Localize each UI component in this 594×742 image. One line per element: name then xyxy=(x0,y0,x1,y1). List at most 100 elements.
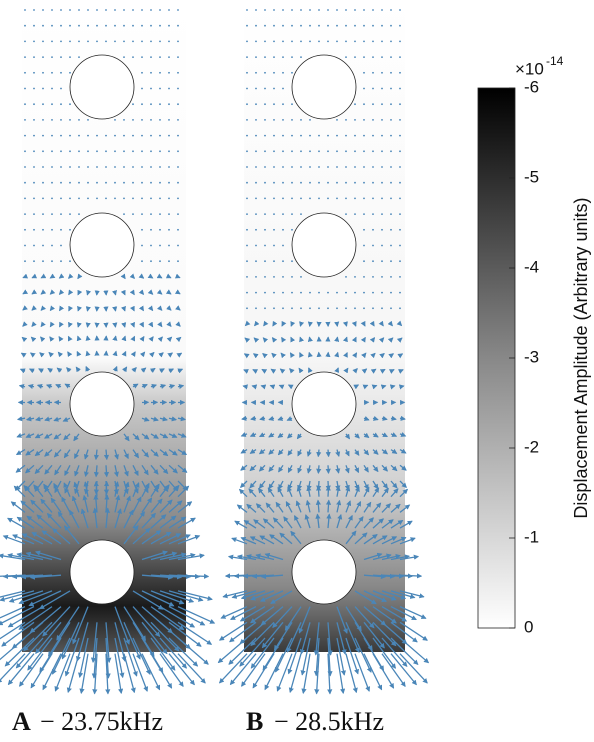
field-arrow xyxy=(123,606,147,642)
field-arrow xyxy=(297,449,303,457)
field-arrow xyxy=(399,480,407,489)
field-dot xyxy=(141,150,143,153)
field-dot xyxy=(141,56,143,58)
field-dot xyxy=(105,166,107,168)
field-dot xyxy=(255,119,257,121)
field-arrow xyxy=(287,637,302,675)
field-dot xyxy=(390,213,392,216)
field-dot xyxy=(318,197,320,200)
field-arrow xyxy=(399,415,406,421)
field-arrow xyxy=(61,622,80,660)
field-arrow xyxy=(252,369,259,374)
field-dot xyxy=(336,307,338,310)
field-dot xyxy=(300,119,302,121)
field-dot xyxy=(60,150,62,153)
field-dot xyxy=(255,103,257,106)
field-arrow xyxy=(372,535,388,545)
field-dot xyxy=(363,307,365,310)
field-dot xyxy=(150,40,152,43)
field-dot xyxy=(246,56,248,58)
field-dot xyxy=(291,24,293,27)
field-dot xyxy=(141,166,143,168)
field-arrow xyxy=(363,486,370,498)
field-dot xyxy=(399,213,401,216)
field-arrow xyxy=(372,487,380,498)
field-dot xyxy=(114,181,116,184)
field-arrow xyxy=(168,449,178,456)
field-dot xyxy=(69,56,71,58)
field-arrow xyxy=(44,433,53,439)
field-arrow xyxy=(114,494,121,513)
field-arrow xyxy=(58,335,64,342)
field-dot xyxy=(150,213,152,216)
field-arrow xyxy=(372,553,392,561)
field-dot xyxy=(42,166,44,168)
field-arrow xyxy=(263,320,269,327)
field-arrow xyxy=(390,503,401,513)
field-dot xyxy=(246,71,248,74)
field-arrow xyxy=(34,550,62,561)
field-arrow xyxy=(8,590,44,603)
field-arrow xyxy=(93,465,100,478)
field-dot xyxy=(318,9,320,11)
field-arrow xyxy=(123,653,136,694)
field-arrow xyxy=(363,416,370,421)
field-arrow xyxy=(167,352,174,358)
field-dot xyxy=(354,213,356,216)
field-arrow xyxy=(28,590,62,607)
field-arrow xyxy=(50,497,62,513)
field-arrow xyxy=(381,519,394,529)
field-dot xyxy=(33,134,35,137)
field-arrow xyxy=(345,514,353,529)
field-arrow xyxy=(378,337,385,343)
field-dot xyxy=(264,134,266,137)
field-dot xyxy=(336,166,338,168)
field-arrow xyxy=(372,590,397,601)
field-arrow xyxy=(336,637,346,676)
field-dot xyxy=(132,150,134,153)
field-arrow xyxy=(77,289,83,296)
field-arrow xyxy=(43,483,53,498)
field-arrow xyxy=(22,273,29,279)
field-dot xyxy=(390,307,392,310)
field-dot xyxy=(177,166,179,168)
field-arrow xyxy=(175,336,182,343)
field-dot xyxy=(399,56,401,58)
hole xyxy=(291,371,357,437)
field-arrow xyxy=(177,485,190,498)
field-arrow xyxy=(240,590,266,600)
field-dot xyxy=(354,103,356,106)
field-arrow xyxy=(360,320,366,327)
field-arrow xyxy=(335,485,341,497)
field-arrow xyxy=(28,368,35,374)
field-arrow xyxy=(372,415,379,421)
field-dot xyxy=(168,260,170,263)
field-arrow xyxy=(15,449,26,456)
field-dot xyxy=(96,197,98,200)
field-arrow xyxy=(39,637,62,673)
field-dot xyxy=(150,228,152,231)
field-arrow xyxy=(67,351,73,358)
field-arrow xyxy=(25,449,35,456)
field-arrow xyxy=(283,516,293,529)
field-dot xyxy=(273,166,275,168)
field-arrow xyxy=(351,336,357,343)
field-dot xyxy=(141,71,143,74)
field-dot xyxy=(255,71,257,74)
field-arrow xyxy=(168,416,177,422)
field-dot xyxy=(33,56,35,58)
field-arrow xyxy=(381,449,389,455)
field-arrow xyxy=(243,520,257,529)
field-dot xyxy=(141,134,143,137)
field-dot xyxy=(42,56,44,58)
field-dot xyxy=(150,166,152,168)
field-arrow xyxy=(259,590,284,602)
field-dot xyxy=(309,181,311,184)
field-dot xyxy=(246,103,248,106)
field-dot xyxy=(264,103,266,106)
field-dot xyxy=(291,228,293,231)
field-arrow xyxy=(129,273,136,279)
field-arrow xyxy=(399,621,428,641)
field-arrow xyxy=(363,621,385,649)
field-arrow xyxy=(114,508,122,529)
